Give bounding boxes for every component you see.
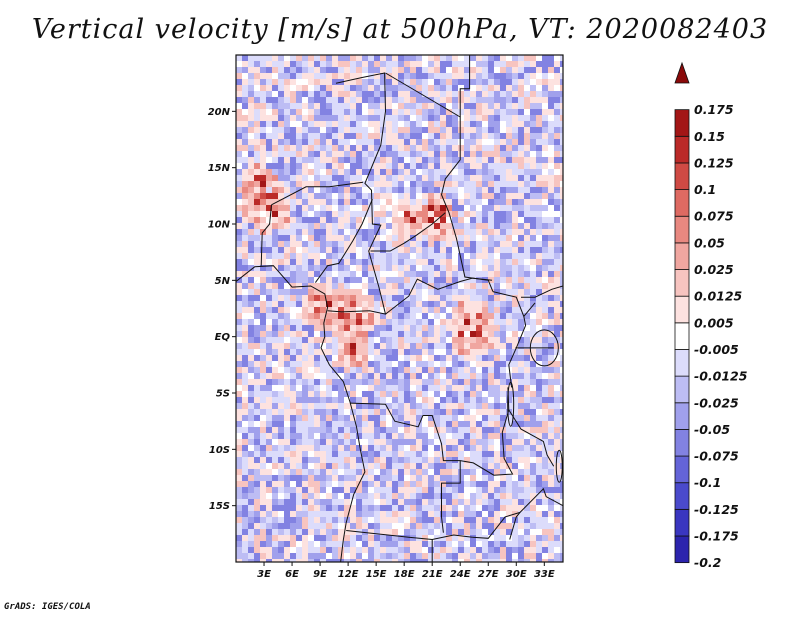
- colorbar-bin: [674, 375, 690, 404]
- colorbar-bin: [674, 135, 690, 164]
- colorbar-bin: [674, 322, 690, 350]
- border-line: [521, 285, 563, 298]
- border-line: [509, 512, 521, 540]
- colorbar-bin: [674, 269, 690, 297]
- colorbar-bin: [674, 189, 690, 217]
- credit-label: GrADS: IGES/COLA: [4, 602, 91, 612]
- colorbar-bin: [674, 508, 690, 537]
- colorbar-label: -0.2: [694, 555, 721, 570]
- lon-tick-label: 9E: [313, 569, 327, 580]
- colorbar-bin: [674, 535, 690, 564]
- lat-tick-label: 10S: [209, 445, 230, 456]
- colorbar-label: -0.1: [694, 475, 721, 490]
- colorbar-bin: [674, 402, 690, 430]
- colorbar-bin: [674, 215, 690, 244]
- lon-tick-label: 21E: [422, 569, 443, 580]
- colorbar-label: -0.05: [694, 422, 730, 437]
- colorbar-bin: [674, 162, 690, 190]
- longitude-axis: 3E 6E 9E 12E 15E 18E 21E 24E 27E 30E 33E: [257, 562, 555, 580]
- colorbar-bin: [674, 109, 690, 137]
- border-line: [346, 530, 473, 541]
- lat-tick-label: 5N: [215, 276, 231, 287]
- colorbar-label: -0.075: [694, 449, 739, 464]
- border-line: [431, 539, 433, 562]
- lake-outline: [529, 329, 559, 367]
- lat-tick-label: EQ: [215, 332, 231, 343]
- lon-tick-label: 30E: [506, 569, 527, 580]
- colorbar-bin: [674, 242, 690, 270]
- colorbar-bin: [674, 61, 690, 84]
- colorbar-label: 0.15: [694, 129, 725, 144]
- border-line: [385, 277, 493, 315]
- colorbar-label: -0.0125: [694, 369, 748, 384]
- plot-title: Vertical velocity [m/s] at 500hPa, VT: 2…: [31, 14, 769, 45]
- lat-tick-label: 5S: [216, 389, 230, 400]
- border-line: [349, 402, 514, 476]
- border-line: [507, 387, 555, 467]
- colorbar-label: 0.125: [694, 155, 734, 170]
- colorbar-label: 0.175: [694, 102, 734, 117]
- velocity-field: [236, 55, 563, 562]
- lon-tick-label: 24E: [450, 569, 471, 580]
- colorbar-bin: [674, 482, 690, 510]
- lon-tick-label: 15E: [366, 569, 387, 580]
- colorbar-label: 0.005: [694, 315, 734, 330]
- colorbar-label: -0.005: [694, 342, 739, 357]
- colorbar-label: -0.125: [694, 502, 739, 517]
- lon-tick-label: 12E: [338, 569, 359, 580]
- lat-tick-label: 15S: [209, 501, 230, 512]
- border-line: [271, 181, 364, 206]
- colorbar-label: -0.025: [694, 395, 739, 410]
- colorbar: -0.2 -0.175 -0.125 -0.1 -0.075 -0.05 -0.025 -0.…: [674, 61, 748, 570]
- colorbar-bin: [674, 455, 690, 484]
- map-frame: [235, 54, 564, 563]
- border-line: [492, 291, 527, 388]
- lake-outline: [555, 449, 563, 483]
- colorbar-bin: [674, 349, 690, 377]
- lat-tick-label: 10N: [208, 220, 231, 231]
- colorbar-bin: [674, 295, 690, 324]
- border-line: [523, 302, 536, 317]
- border-line: [314, 199, 373, 283]
- colorbar-label: 0.025: [694, 262, 734, 277]
- colorbar-label: 0.1: [694, 182, 716, 197]
- colorbar-label: -0.175: [694, 529, 739, 544]
- border-line: [236, 265, 366, 562]
- lon-tick-label: 18E: [394, 569, 415, 580]
- border-line: [327, 72, 387, 315]
- lake-outline: [507, 381, 515, 427]
- country-borders: [236, 55, 563, 562]
- border-line: [441, 460, 461, 533]
- lon-tick-label: 3E: [257, 569, 271, 580]
- lat-tick-label: 15N: [208, 163, 231, 174]
- lon-tick-label: 6E: [285, 569, 299, 580]
- lon-tick-label: 33E: [534, 569, 555, 580]
- colorbar-bin: [674, 429, 690, 457]
- border-line: [260, 204, 272, 266]
- latitude-axis: 20N 15N 10N 5N EQ 5S 10S 15S: [208, 107, 236, 512]
- border-line: [459, 55, 471, 117]
- border-line: [370, 212, 446, 252]
- colorbar-label: 0.075: [694, 209, 734, 224]
- lat-tick-label: 20N: [208, 107, 231, 118]
- lon-tick-label: 27E: [478, 569, 499, 580]
- colorbar-label: 0.05: [694, 235, 725, 250]
- colorbar-label: 0.0125: [694, 289, 743, 304]
